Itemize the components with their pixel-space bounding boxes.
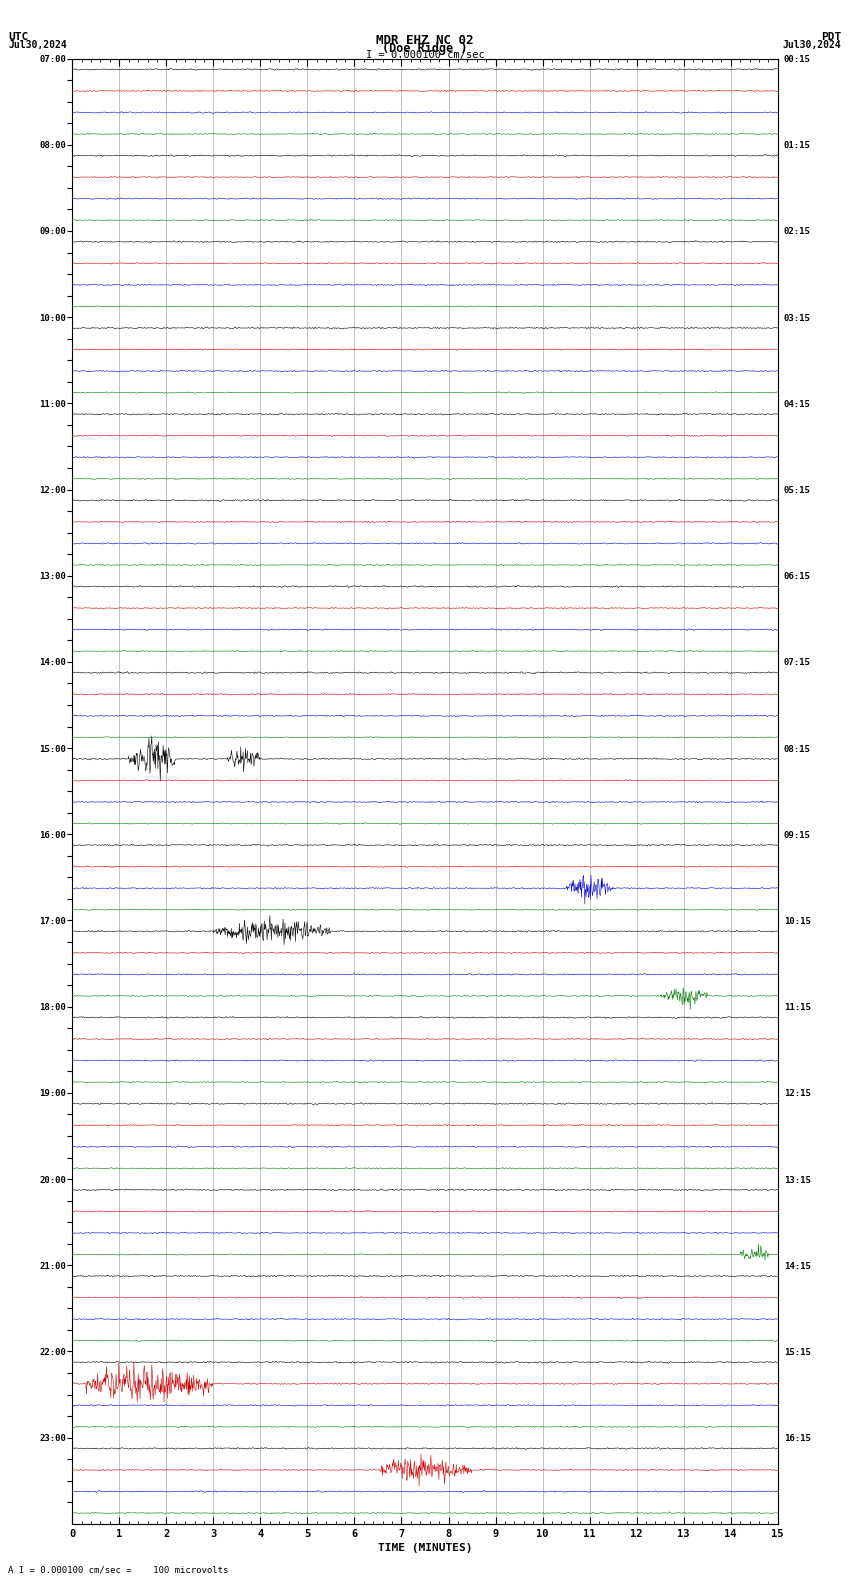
Text: PDT: PDT <box>821 32 842 43</box>
Text: I = 0.000100 cm/sec: I = 0.000100 cm/sec <box>366 49 484 60</box>
Text: UTC: UTC <box>8 32 29 43</box>
Text: MDR EHZ NC 02: MDR EHZ NC 02 <box>377 33 473 48</box>
Text: Jul30,2024: Jul30,2024 <box>8 40 67 51</box>
X-axis label: TIME (MINUTES): TIME (MINUTES) <box>377 1543 473 1552</box>
Text: Jul30,2024: Jul30,2024 <box>783 40 842 51</box>
Text: A I = 0.000100 cm/sec =    100 microvolts: A I = 0.000100 cm/sec = 100 microvolts <box>8 1565 229 1574</box>
Text: (Doe Ridge ): (Doe Ridge ) <box>382 41 468 55</box>
